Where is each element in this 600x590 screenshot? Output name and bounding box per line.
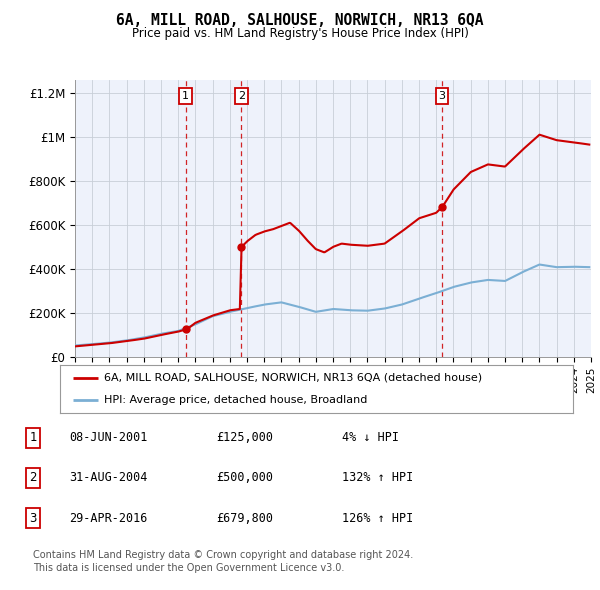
Text: £500,000: £500,000 [216,471,273,484]
Text: 31-AUG-2004: 31-AUG-2004 [69,471,148,484]
Text: 1: 1 [182,91,189,101]
Text: 6A, MILL ROAD, SALHOUSE, NORWICH, NR13 6QA: 6A, MILL ROAD, SALHOUSE, NORWICH, NR13 6… [116,13,484,28]
Text: £679,800: £679,800 [216,512,273,525]
Text: 2: 2 [238,91,245,101]
Text: 3: 3 [29,512,37,525]
Text: 132% ↑ HPI: 132% ↑ HPI [342,471,413,484]
Text: 3: 3 [439,91,445,101]
Text: This data is licensed under the Open Government Licence v3.0.: This data is licensed under the Open Gov… [33,563,344,573]
Text: HPI: Average price, detached house, Broadland: HPI: Average price, detached house, Broa… [104,395,367,405]
Text: Price paid vs. HM Land Registry's House Price Index (HPI): Price paid vs. HM Land Registry's House … [131,27,469,40]
Text: 126% ↑ HPI: 126% ↑ HPI [342,512,413,525]
Text: £125,000: £125,000 [216,431,273,444]
Text: 08-JUN-2001: 08-JUN-2001 [69,431,148,444]
Text: 6A, MILL ROAD, SALHOUSE, NORWICH, NR13 6QA (detached house): 6A, MILL ROAD, SALHOUSE, NORWICH, NR13 6… [104,373,482,383]
Text: 29-APR-2016: 29-APR-2016 [69,512,148,525]
Text: Contains HM Land Registry data © Crown copyright and database right 2024.: Contains HM Land Registry data © Crown c… [33,550,413,560]
Text: 1: 1 [29,431,37,444]
Text: 2: 2 [29,471,37,484]
Text: 4% ↓ HPI: 4% ↓ HPI [342,431,399,444]
